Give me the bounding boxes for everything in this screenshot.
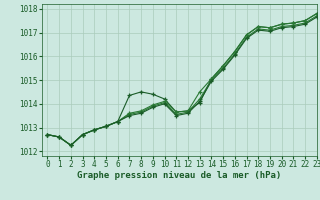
- X-axis label: Graphe pression niveau de la mer (hPa): Graphe pression niveau de la mer (hPa): [77, 171, 281, 180]
